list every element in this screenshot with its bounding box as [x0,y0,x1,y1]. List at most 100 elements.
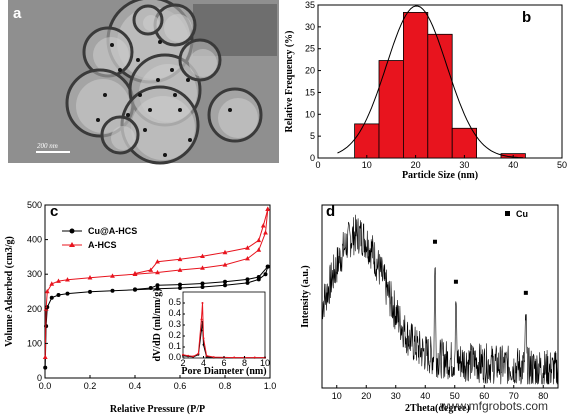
tem-sphere-core [131,96,195,160]
cu-peak-marker [523,290,528,295]
inset-y-tick-label: 0.3 [168,319,181,329]
data-point [263,272,268,277]
y-tick-label: 30 [305,22,315,32]
x-tick-label: 0.0 [39,381,52,391]
cu-nanoparticle [173,93,177,97]
isotherm-panel: c 0.0 0.2 0.4 0.6 0.8 1.0 0 100 200 300 400 500 Cu@A… [4,200,276,415]
legend-marker [505,211,510,216]
data-point [178,286,182,291]
cu-nanoparticle [170,68,174,72]
y-axis-label: Relative Frequency (%) [284,30,295,132]
panel-d-label: d [326,203,335,220]
histogram-bar [402,12,429,159]
x-tick-label: 0 [315,160,320,170]
tem-spheres [65,0,263,165]
x-axis-label: Relative Pressure (P/P [110,404,205,415]
y-tick-label: 400 [27,235,42,245]
y-tick-label: 20 [305,66,315,76]
x-tick-label: 30 [459,160,469,170]
y-tick-label: 5 [310,131,315,141]
x-tick-label: 80 [538,391,548,401]
panel-a-label: a [13,5,22,22]
x-tick-label: 40 [508,160,518,170]
inset-point [187,354,190,357]
y-tick-label: 15 [305,87,315,97]
cu-nanoparticle [158,40,162,44]
data-point [263,230,268,235]
x-tick-label: 10 [362,160,372,170]
data-point [56,278,61,283]
data-point [132,270,138,276]
inset-y-tick-label: 0.5 [168,297,181,307]
inset-point [202,337,205,340]
x-tick-label: 10 [332,391,342,401]
data-point [222,249,228,255]
data-point [110,288,115,293]
xrd-panel: d Cu 10 20 30 40 50 60 70 80 2Theta(degree) Intens… [300,203,559,414]
xrd-pattern-line [321,214,559,385]
cu-nanoparticle [188,138,192,142]
inset-x-tick-label: 10 [260,358,270,368]
cu-peak-marker [453,279,458,284]
inset-point [205,354,208,357]
inset-y-tick-label: 0.2 [168,330,181,340]
inset-x-tick-label: 2 [180,358,185,368]
y-tick-label: 300 [27,269,42,279]
data-point [155,286,160,291]
data-point [245,256,250,261]
cu-nanoparticle [103,93,107,97]
data-point [200,281,205,286]
panel-b-label: b [522,9,531,26]
legend-label: Cu [516,209,528,219]
y-axis-label: Intensity (a.u.) [300,265,311,328]
data-point [178,282,182,287]
histogram-bar [451,127,478,159]
cu-nanoparticle [228,108,232,112]
inset-x-tick-label: 6 [221,358,226,368]
data-point [245,280,250,285]
inset-y-tick-label: 0.4 [168,308,181,318]
y-tick-label: 10 [305,109,315,119]
tem-image-panel: a 200 nm [8,0,279,165]
cu-nanoparticle [148,108,152,112]
data-point [256,274,261,279]
inset-point [212,356,215,359]
x-tick-label: 70 [509,391,519,401]
y-tick-label: 0 [37,373,42,383]
inset-frame [182,291,266,359]
data-point [155,269,160,275]
cu-peak-marker [432,239,437,244]
data-point [65,277,70,282]
tem-sphere-core [143,15,159,31]
data-point [155,283,160,288]
data-point [155,259,160,264]
data-point [44,288,50,294]
x-tick-label: 50 [557,160,567,170]
watermark: www.mfgrobots.com [439,399,548,413]
data-point [49,281,55,286]
data-point [177,267,183,272]
cu-nanoparticle [110,43,114,47]
scale-bar-text: 200 nm [37,142,58,150]
inset-point [192,355,195,358]
inset-y-tick-label: 0.1 [168,341,181,351]
y-tick-label: 200 [27,304,42,314]
data-point [110,273,115,278]
inset-point [253,356,256,359]
inset-x-tick-label: 8 [242,358,247,368]
tem-sphere-core [189,49,217,77]
x-tick-label: 20 [361,391,371,401]
histogram-bar [378,60,404,159]
data-point [200,285,205,290]
data-point [223,279,227,284]
data-point [260,223,266,228]
cu-nanoparticle [126,113,130,117]
data-point [49,295,54,300]
x-tick-label: 50 [450,391,460,401]
inset-point [200,318,203,321]
inset-point [233,356,236,359]
data-point [265,206,271,211]
tem-sphere-core [111,126,135,150]
isotherm-desorption-line [134,209,269,274]
inset-point [182,353,184,356]
